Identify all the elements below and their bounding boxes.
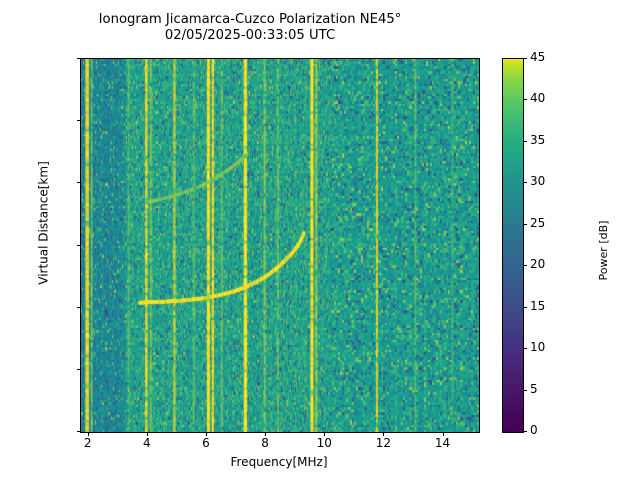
x-axis-label: Frequency[MHz] (230, 455, 328, 469)
colorbar-tick-label: 35 (530, 132, 546, 147)
y-axis-label: Virtual Distance[km] (36, 161, 51, 285)
y-tick-mark (76, 306, 80, 308)
x-tick-mark (87, 432, 89, 436)
colorbar-tick-label: 45 (530, 50, 546, 64)
colorbar (502, 58, 524, 433)
colorbar-tick-label: 10 (530, 340, 546, 355)
title-line-2: 02/05/2025-00:33:05 UTC (164, 28, 336, 43)
colorbar-tick-mark (523, 182, 527, 184)
colorbar-tick-label: 25 (530, 215, 546, 230)
colorbar-tick-mark (523, 140, 527, 142)
colorbar-tick-label: 20 (530, 257, 546, 272)
colorbar-tick-mark (523, 431, 527, 432)
colorbar-tick-label: 30 (530, 174, 546, 189)
colorbar-tick-mark (523, 58, 527, 59)
plot-area (80, 58, 480, 433)
x-tick-mark (442, 432, 444, 436)
title-line-1: Ionogram Jicamarca-Cuzco Polarization NE… (98, 12, 402, 27)
x-tick-mark (383, 432, 385, 436)
x-tick-label: 10 (316, 436, 332, 450)
y-tick-mark (76, 431, 80, 432)
x-tick-mark (324, 432, 326, 436)
x-tick-label: 2 (83, 436, 92, 450)
y-tick-mark (76, 58, 80, 59)
chart-title: Ionogram Jicamarca-Cuzco Polarization NE… (0, 12, 500, 44)
colorbar-tick-mark (523, 223, 527, 225)
y-tick-mark (76, 244, 80, 246)
x-tick-label: 14 (434, 436, 451, 450)
y-tick-mark (76, 182, 80, 184)
x-tick-label: 6 (202, 436, 210, 450)
x-tick-label: 8 (261, 436, 269, 450)
x-tick-mark (146, 432, 148, 436)
colorbar-tick-mark (523, 99, 527, 101)
y-tick-mark (76, 368, 80, 370)
colorbar-tick-mark (523, 389, 527, 391)
colorbar-tick-label: 5 (530, 381, 538, 396)
x-tick-mark (265, 432, 267, 436)
ionogram-heatmap (81, 59, 479, 432)
y-tick-mark (76, 120, 80, 122)
colorbar-label: Power [dB] (597, 220, 610, 281)
x-tick-label: 12 (375, 436, 392, 450)
colorbar-tick-label: 0 (530, 423, 538, 437)
colorbar-tick-mark (523, 348, 527, 350)
colorbar-tick-label: 15 (530, 298, 546, 313)
x-tick-mark (205, 432, 207, 436)
colorbar-tick-mark (523, 306, 527, 308)
colorbar-tick-label: 40 (530, 91, 546, 106)
x-tick-label: 4 (142, 436, 151, 450)
colorbar-tick-mark (523, 265, 527, 267)
